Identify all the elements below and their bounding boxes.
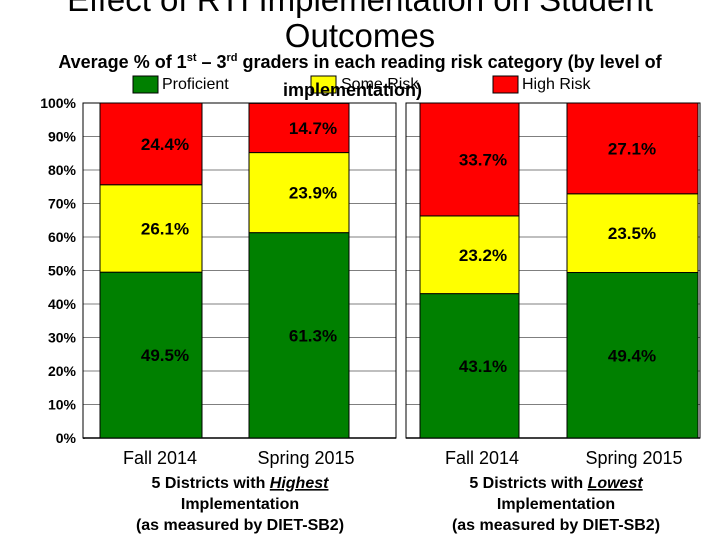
legend-label: High Risk — [522, 76, 591, 93]
data-label: 23.9% — [289, 184, 337, 203]
legend-swatch — [492, 75, 519, 94]
chart-subtitle: Average % of 1st – 3rd graders in each r… — [0, 52, 720, 73]
legend-swatch — [310, 75, 337, 94]
bar-segment-proficient — [419, 293, 520, 439]
group-label-line: 5 Districts with Highest — [152, 475, 330, 492]
panel-lowest: 43.1% 23.2% 33.7% Fall 2014 49.4% 23.5% 27.1% S… — [405, 102, 701, 534]
group-label-line: (as measured by DIET-SB2) — [452, 517, 660, 534]
group-label-emphasis: Highest — [270, 475, 329, 492]
data-label: 24.4% — [141, 135, 189, 154]
data-label: 23.2% — [459, 246, 507, 265]
group-label-text: 5 Districts with — [152, 475, 270, 492]
bar-segment-some-risk — [248, 152, 350, 234]
y-axis: 0% 10% 20% 30% 40% 50% 60% 70% 80% 90% 100% — [40, 95, 96, 446]
subtitle-part: – 3 — [196, 52, 227, 72]
legend-swatch — [132, 75, 159, 94]
bar-segment-high-risk — [248, 102, 350, 154]
data-label: 27.1% — [608, 139, 656, 158]
y-tick-label: 50% — [48, 263, 77, 279]
group-label-emphasis: Lowest — [588, 475, 644, 492]
legend-label: Proficient — [162, 76, 229, 93]
subtitle-overflow-text: implementation) — [283, 80, 422, 100]
group-label-line: Implementation — [181, 496, 299, 513]
subtitle-part: Average % of 1 — [58, 52, 187, 72]
y-tick-label: 60% — [48, 229, 77, 245]
y-tick-label: 40% — [48, 296, 77, 312]
y-tick-label: 70% — [48, 196, 77, 212]
subtitle-sup: rd — [226, 52, 238, 64]
bar-segment-proficient — [566, 272, 699, 439]
category-label: Fall 2014 — [445, 448, 519, 468]
group-label-line: (as measured by DIET-SB2) — [136, 517, 344, 534]
y-tick-label: 30% — [48, 330, 77, 346]
bar-segment-some-risk — [566, 193, 699, 274]
bar-segment-high-risk — [566, 102, 699, 195]
subtitle-sup: st — [186, 52, 197, 64]
group-label-line: 5 Districts with Lowest — [469, 475, 643, 492]
data-label: 61.3% — [289, 326, 337, 345]
subtitle-part: graders in each reading risk category (b… — [237, 52, 662, 72]
data-label: 23.5% — [608, 224, 656, 243]
y-tick-label: 90% — [48, 129, 77, 145]
category-label: Fall 2014 — [123, 448, 197, 468]
group-label-line: Implementation — [497, 496, 615, 513]
chart-panels: 49.5% 26.1% 24.4% Fall 2014 61.3% 23.9% 14.7% S… — [82, 102, 701, 534]
y-tick-label: 0% — [56, 430, 77, 446]
chart-title: Effect of RTI Implementation on Student … — [67, 0, 653, 54]
category-label: Spring 2015 — [257, 448, 354, 468]
bar-segment-some-risk — [419, 215, 520, 295]
group-label-text: 5 Districts with — [469, 475, 587, 492]
bar-segment-some-risk — [99, 184, 203, 273]
y-tick-label: 10% — [48, 397, 77, 413]
data-label: 43.1% — [459, 357, 507, 376]
data-label: 49.5% — [141, 346, 189, 365]
chart-legend: Proficient Some Risk High Risk implementati… — [132, 75, 591, 100]
category-label: Spring 2015 — [585, 448, 682, 468]
data-label: 26.1% — [141, 219, 189, 238]
panel-highest: 49.5% 26.1% 24.4% Fall 2014 61.3% 23.9% 14.7% S… — [82, 102, 397, 534]
bar-segment-high-risk — [99, 102, 203, 186]
y-tick-label: 20% — [48, 363, 77, 379]
bar-segment-proficient — [99, 271, 203, 439]
y-tick-label: 80% — [48, 162, 77, 178]
data-label: 14.7% — [289, 119, 337, 138]
data-label: 49.4% — [608, 346, 656, 365]
bar-segment-high-risk — [419, 102, 520, 217]
bar-segment-proficient — [248, 232, 350, 439]
legend-label: Some Risk — [341, 76, 419, 93]
data-label: 33.7% — [459, 150, 507, 169]
y-tick-label: 100% — [40, 95, 76, 111]
